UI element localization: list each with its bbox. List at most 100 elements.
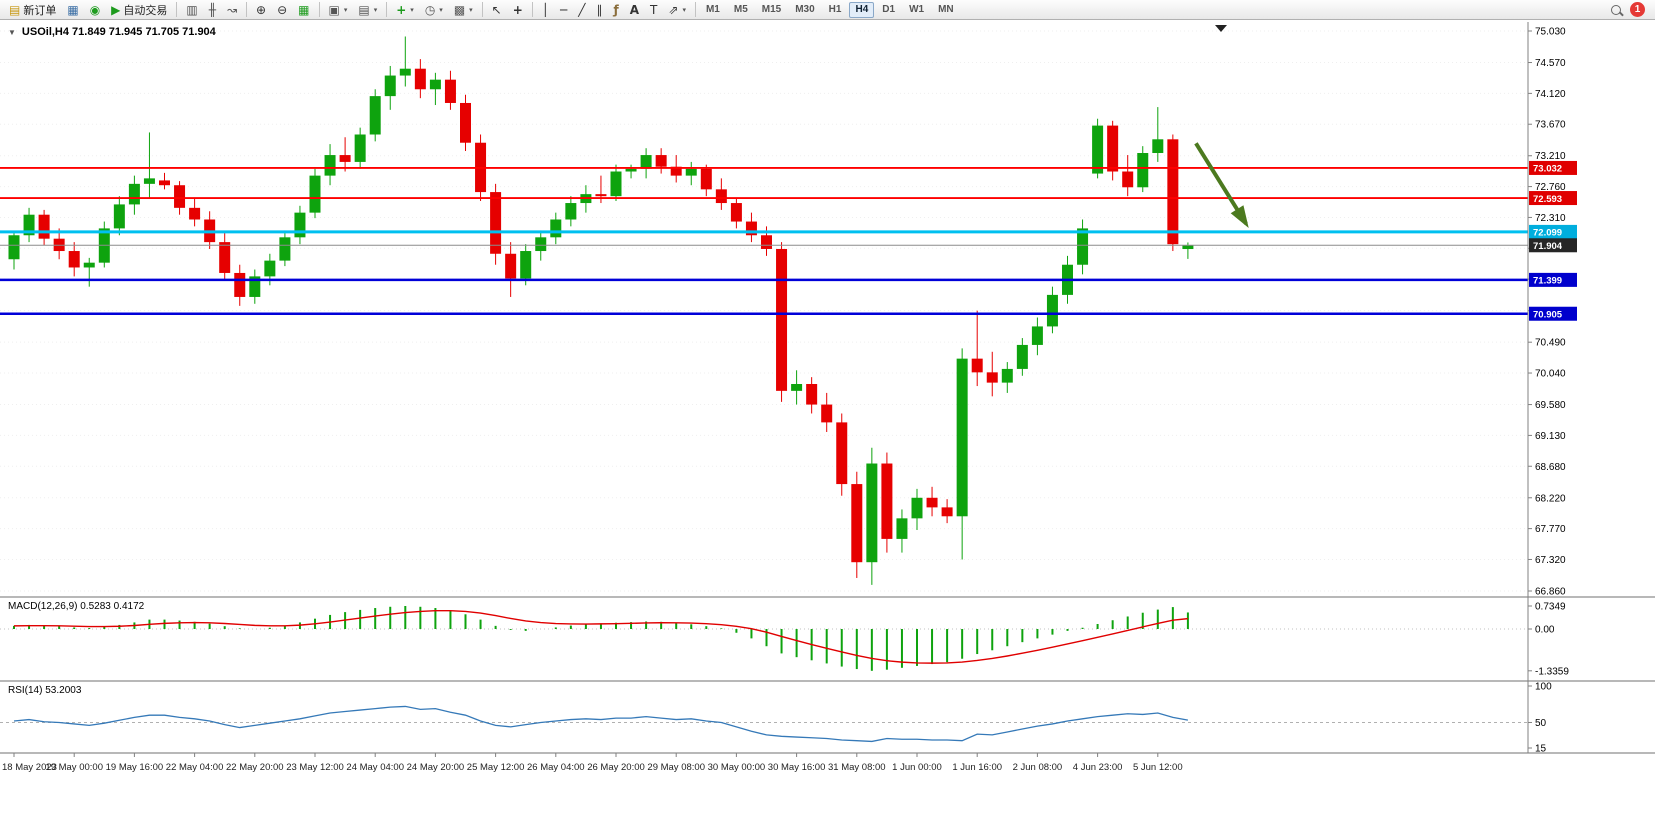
vertical-line-button[interactable]: │ [537, 1, 554, 19]
candlestick-button[interactable]: ╫ [204, 1, 221, 19]
horizontal-line-button[interactable]: ─ [555, 1, 572, 19]
crosshair-button[interactable]: + [508, 1, 528, 19]
price-line-tag-label: 71.904 [1533, 241, 1563, 252]
candle-body [429, 79, 441, 90]
community-icon: ◉ [89, 2, 101, 17]
price-line-tag[interactable] [1529, 224, 1577, 239]
candle-body [505, 253, 517, 279]
candle-body [1107, 125, 1119, 172]
candle-body [339, 155, 351, 162]
dropdown-arrow-icon: ▾ [343, 6, 348, 14]
candle-body [986, 372, 998, 383]
candle-body [700, 168, 712, 190]
time-axis-label: 24 May 04:00 [346, 762, 404, 773]
profiles-button[interactable]: ▤ ▾ [353, 1, 382, 19]
line-chart-button[interactable]: ↝ [222, 1, 242, 19]
candle-body [8, 235, 20, 260]
price-axis-label: 70.490 [1535, 338, 1566, 349]
candle-body [384, 75, 396, 97]
new-chart-button[interactable]: ▣ ▾ [324, 1, 353, 19]
candle-body [324, 155, 336, 176]
candle-body [234, 272, 246, 297]
price-axis-label: 74.120 [1535, 89, 1566, 100]
candle-body [610, 171, 622, 197]
bar-chart-button[interactable]: ▥ [181, 1, 202, 19]
candle-body [881, 463, 893, 539]
channel-button[interactable]: ∥ [592, 1, 608, 19]
candle-body [535, 237, 547, 252]
toolbar-separator [318, 2, 320, 17]
time-axis-label: 24 May 20:00 [407, 762, 465, 773]
price-line-tag[interactable] [1529, 191, 1577, 206]
candle-body [38, 214, 50, 239]
tile-windows-icon: ▦ [298, 2, 310, 17]
search-button[interactable] [1606, 1, 1626, 19]
auto-trading-button[interactable]: ▶ 自动交易 [106, 1, 172, 19]
price-line-tag-label: 72.593 [1533, 194, 1562, 205]
periods-button[interactable]: ◷ ▾ [420, 1, 448, 19]
cursor-icon: ↖ [491, 2, 502, 17]
trend-arrow-head [1230, 205, 1249, 228]
candle-body [294, 212, 306, 238]
timeframe-button-m30[interactable]: M30 [789, 2, 820, 18]
time-axis-label: 31 May 08:00 [828, 762, 886, 773]
timeframe-button-d1[interactable]: D1 [876, 2, 901, 18]
toolbar-separator [481, 2, 483, 17]
zoom-out-icon: ⊖ [277, 2, 288, 17]
templates-icon: ▩ [453, 2, 466, 17]
price-line-tag[interactable] [1529, 272, 1577, 287]
price-axis-label: 73.210 [1535, 151, 1566, 162]
price-axis-label: 70.040 [1535, 369, 1566, 380]
text-button[interactable]: A [625, 1, 644, 19]
price-line-tag-label: 70.905 [1533, 310, 1563, 321]
zoom-in-icon: ⊕ [256, 2, 267, 17]
candle-body [1092, 125, 1104, 174]
candle-body [113, 204, 125, 229]
indicators-icon: + [396, 2, 407, 17]
rsi-axis-label: 50 [1535, 718, 1547, 729]
zoom-in-button[interactable]: ⊕ [251, 1, 271, 19]
community-button[interactable]: ◉ [85, 1, 105, 19]
time-axis-label: 29 May 08:00 [647, 762, 705, 773]
dropdown-arrow-icon: ▾ [373, 6, 378, 14]
notification-badge[interactable]: 1 [1630, 2, 1645, 17]
new-order-button[interactable]: ▤ 新订单 [4, 1, 61, 19]
cursor-button[interactable]: ↖ [487, 1, 507, 19]
new-order-label: 新订单 [23, 4, 57, 17]
new-order-icon: ▤ [9, 2, 21, 17]
timeframe-button-w1[interactable]: W1 [903, 2, 930, 18]
price-line-tag[interactable] [1529, 238, 1577, 253]
shapes-button[interactable]: ⇗ ▾ [663, 1, 691, 19]
candle-body [1182, 245, 1194, 250]
candle-body [745, 221, 757, 236]
candle-body [1016, 344, 1028, 369]
timeframe-button-m5[interactable]: M5 [728, 2, 754, 18]
macd-axis-label: -1.3359 [1535, 666, 1569, 677]
templates-button[interactable]: ▩ ▾ [449, 1, 478, 19]
candle-body [1137, 153, 1149, 188]
timeframe-button-h1[interactable]: H1 [823, 2, 848, 18]
text-label-button[interactable]: T [645, 1, 662, 19]
dropdown-arrow-icon: ▾ [682, 6, 686, 14]
candle-body [625, 168, 637, 172]
price-line-tag[interactable] [1529, 306, 1577, 321]
price-line-tag-label: 72.099 [1533, 228, 1562, 239]
tile-windows-button[interactable]: ▦ [293, 1, 314, 19]
timeframe-button-h4[interactable]: H4 [849, 1, 875, 18]
dropdown-arrow-icon: ▾ [410, 6, 414, 14]
timeframe-button-mn[interactable]: MN [932, 2, 960, 18]
chart-window-button[interactable]: ▦ [62, 1, 83, 19]
timeframe-button-m1[interactable]: M1 [700, 2, 726, 18]
chart-window-icon: ▦ [67, 2, 79, 17]
chart-shift-marker[interactable] [1215, 25, 1227, 32]
timeframe-button-m15[interactable]: M15 [756, 2, 787, 18]
price-line-tag[interactable] [1529, 160, 1577, 175]
fibonacci-button[interactable]: ƒ [609, 1, 624, 19]
candle-body [143, 178, 155, 184]
candle-body [249, 276, 261, 297]
indicators-button[interactable]: + ▾ [391, 1, 419, 19]
zoom-out-button[interactable]: ⊖ [272, 1, 292, 19]
trendline-button[interactable]: ╱ [573, 1, 590, 19]
trend-arrow[interactable] [1194, 142, 1248, 225]
chart-canvas[interactable]: 75.030 74.570 74.120 73.670 73.210 72.760 72.3… [0, 20, 1655, 827]
